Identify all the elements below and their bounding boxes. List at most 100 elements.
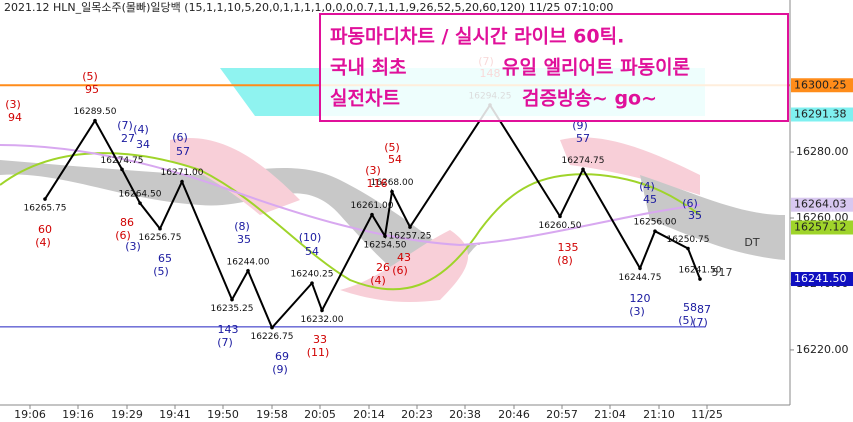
- x-tick-label: 19:16: [62, 408, 94, 421]
- x-tick-label: 20:23: [401, 408, 433, 421]
- pivot-label: 16241.50: [679, 266, 722, 276]
- cloud-pink: [170, 138, 300, 215]
- pivot-label: 16261.00: [351, 201, 394, 211]
- x-tick-label: 21:04: [594, 408, 626, 421]
- y-tick-label: 16280.00: [796, 145, 849, 158]
- cloud-pink: [340, 230, 469, 302]
- pivot: [653, 229, 657, 233]
- wave-annotation: (6): [115, 229, 131, 242]
- x-tick-label: 20:46: [498, 408, 530, 421]
- x-tick-label: 20:38: [449, 408, 481, 421]
- pivot-label: 16265.75: [24, 204, 67, 214]
- pivot-label: 16271.00: [161, 168, 204, 178]
- wave-annotation: (10): [299, 231, 322, 244]
- wave-annotation: (5): [82, 70, 98, 83]
- wave-annotation: 120: [630, 292, 651, 305]
- x-tick-label: 21:10: [643, 408, 675, 421]
- wave-annotation: 33: [313, 333, 327, 346]
- x-tick-label: 19:29: [111, 408, 143, 421]
- pivot: [180, 179, 184, 184]
- wave-annotation: (4): [370, 274, 386, 287]
- wave-annotation: 135: [558, 241, 579, 254]
- wave-annotation: (5): [153, 265, 169, 278]
- wave-annotation: (3): [125, 240, 141, 253]
- pivot-label: 16226.75: [251, 332, 294, 342]
- wave-annotation: (6): [172, 131, 188, 144]
- x-tick-label: 19:41: [159, 408, 191, 421]
- x-tick-label: 20:14: [353, 408, 385, 421]
- wave-annotation: (7): [692, 316, 708, 329]
- pivot: [93, 118, 97, 123]
- header: 2021.12 HLN_일목소주(몰빠)일당백 (15,1,1,10,5,20,…: [4, 0, 613, 14]
- plot-area: 16265.75 16289.50 16274.75 16264.50 16256.75…: [0, 55, 790, 376]
- wave-annotation: 94: [8, 111, 22, 124]
- pivot-label: 16289.50: [74, 107, 117, 117]
- pivot-label: 16235.25: [211, 304, 254, 314]
- level-label: 16300.25: [794, 78, 847, 91]
- x-tick-label: 11/25: [691, 408, 723, 421]
- wave-annotation: (5): [678, 314, 694, 327]
- wave-annotation: 87: [697, 303, 711, 316]
- wave-annotation: (3): [365, 164, 381, 177]
- pivot: [310, 281, 314, 285]
- wave-annotation: 517: [712, 266, 733, 279]
- wave-annotation: (11): [307, 346, 330, 359]
- level-label: 16264.03: [794, 198, 847, 211]
- wave-annotation: 69: [275, 350, 289, 363]
- pivot-label: 16256.75: [139, 233, 182, 243]
- x-tick-label: 19:58: [256, 408, 288, 421]
- wave-annotation: (7): [217, 336, 233, 349]
- title-line: 파동마디차트 / 실시간 라이브 60틱.: [330, 26, 624, 48]
- pivot: [120, 167, 124, 172]
- wave-annotation: 143: [218, 323, 239, 336]
- cloud-gray: [0, 160, 480, 296]
- wave-annotation: (4): [133, 123, 149, 136]
- pivot: [270, 325, 274, 330]
- wave-annotation: (7): [117, 119, 133, 132]
- wave-annotation: (9): [572, 119, 588, 132]
- level-label: 16241.50: [794, 272, 847, 285]
- pivot: [158, 226, 162, 231]
- wave-annotation: 35: [237, 233, 251, 246]
- pivot: [370, 212, 374, 217]
- wave-annotation: (8): [234, 220, 250, 233]
- wave-annotation: (3): [629, 305, 645, 318]
- pivot: [246, 268, 250, 273]
- wave-annotation: 60: [38, 223, 52, 236]
- x-tick-label: 19:50: [207, 408, 239, 421]
- wave-annotation: 65: [158, 252, 172, 265]
- wave-annotation: (5): [384, 141, 400, 154]
- pivot-label: 16244.00: [227, 257, 270, 267]
- pivot-label: 16256.00: [634, 218, 677, 228]
- pivot-label: 16260.50: [539, 221, 582, 231]
- level-label: 16257.12: [794, 220, 847, 233]
- y-tick-label: 16220.00: [796, 343, 849, 356]
- level-box: [791, 197, 853, 212]
- wave-annotation: 95: [85, 83, 99, 96]
- wave-annotation: 86: [120, 216, 134, 229]
- pivot: [686, 246, 690, 251]
- pivot-label: 16274.75: [101, 156, 144, 166]
- wave-annotation: 58: [683, 301, 697, 314]
- ma-green: [0, 152, 701, 291]
- title-line: 유일 엘리어트 파동이론: [502, 57, 690, 79]
- wave-annotation: (6): [392, 264, 408, 277]
- level-box: [791, 220, 853, 235]
- x-tick-label: 19:06: [14, 408, 46, 421]
- pivot-label: 16257.25: [389, 232, 432, 242]
- wave-annotation: 57: [576, 132, 590, 145]
- pivot: [383, 234, 387, 238]
- pivot: [43, 197, 47, 201]
- pivot: [638, 266, 642, 271]
- wave-line: [44, 103, 701, 330]
- wave-annotation: 54: [305, 245, 319, 258]
- pivot: [558, 214, 562, 219]
- pivot: [138, 201, 142, 205]
- pivot: [230, 297, 234, 302]
- title-line: 검증방송~ go~: [522, 88, 657, 110]
- pivot-label: 16274.75: [562, 156, 605, 166]
- pivot: [390, 189, 394, 194]
- wave-annotation: 26: [376, 261, 390, 274]
- cloud-pink: [560, 137, 700, 195]
- wave-annotation: 57: [176, 145, 190, 158]
